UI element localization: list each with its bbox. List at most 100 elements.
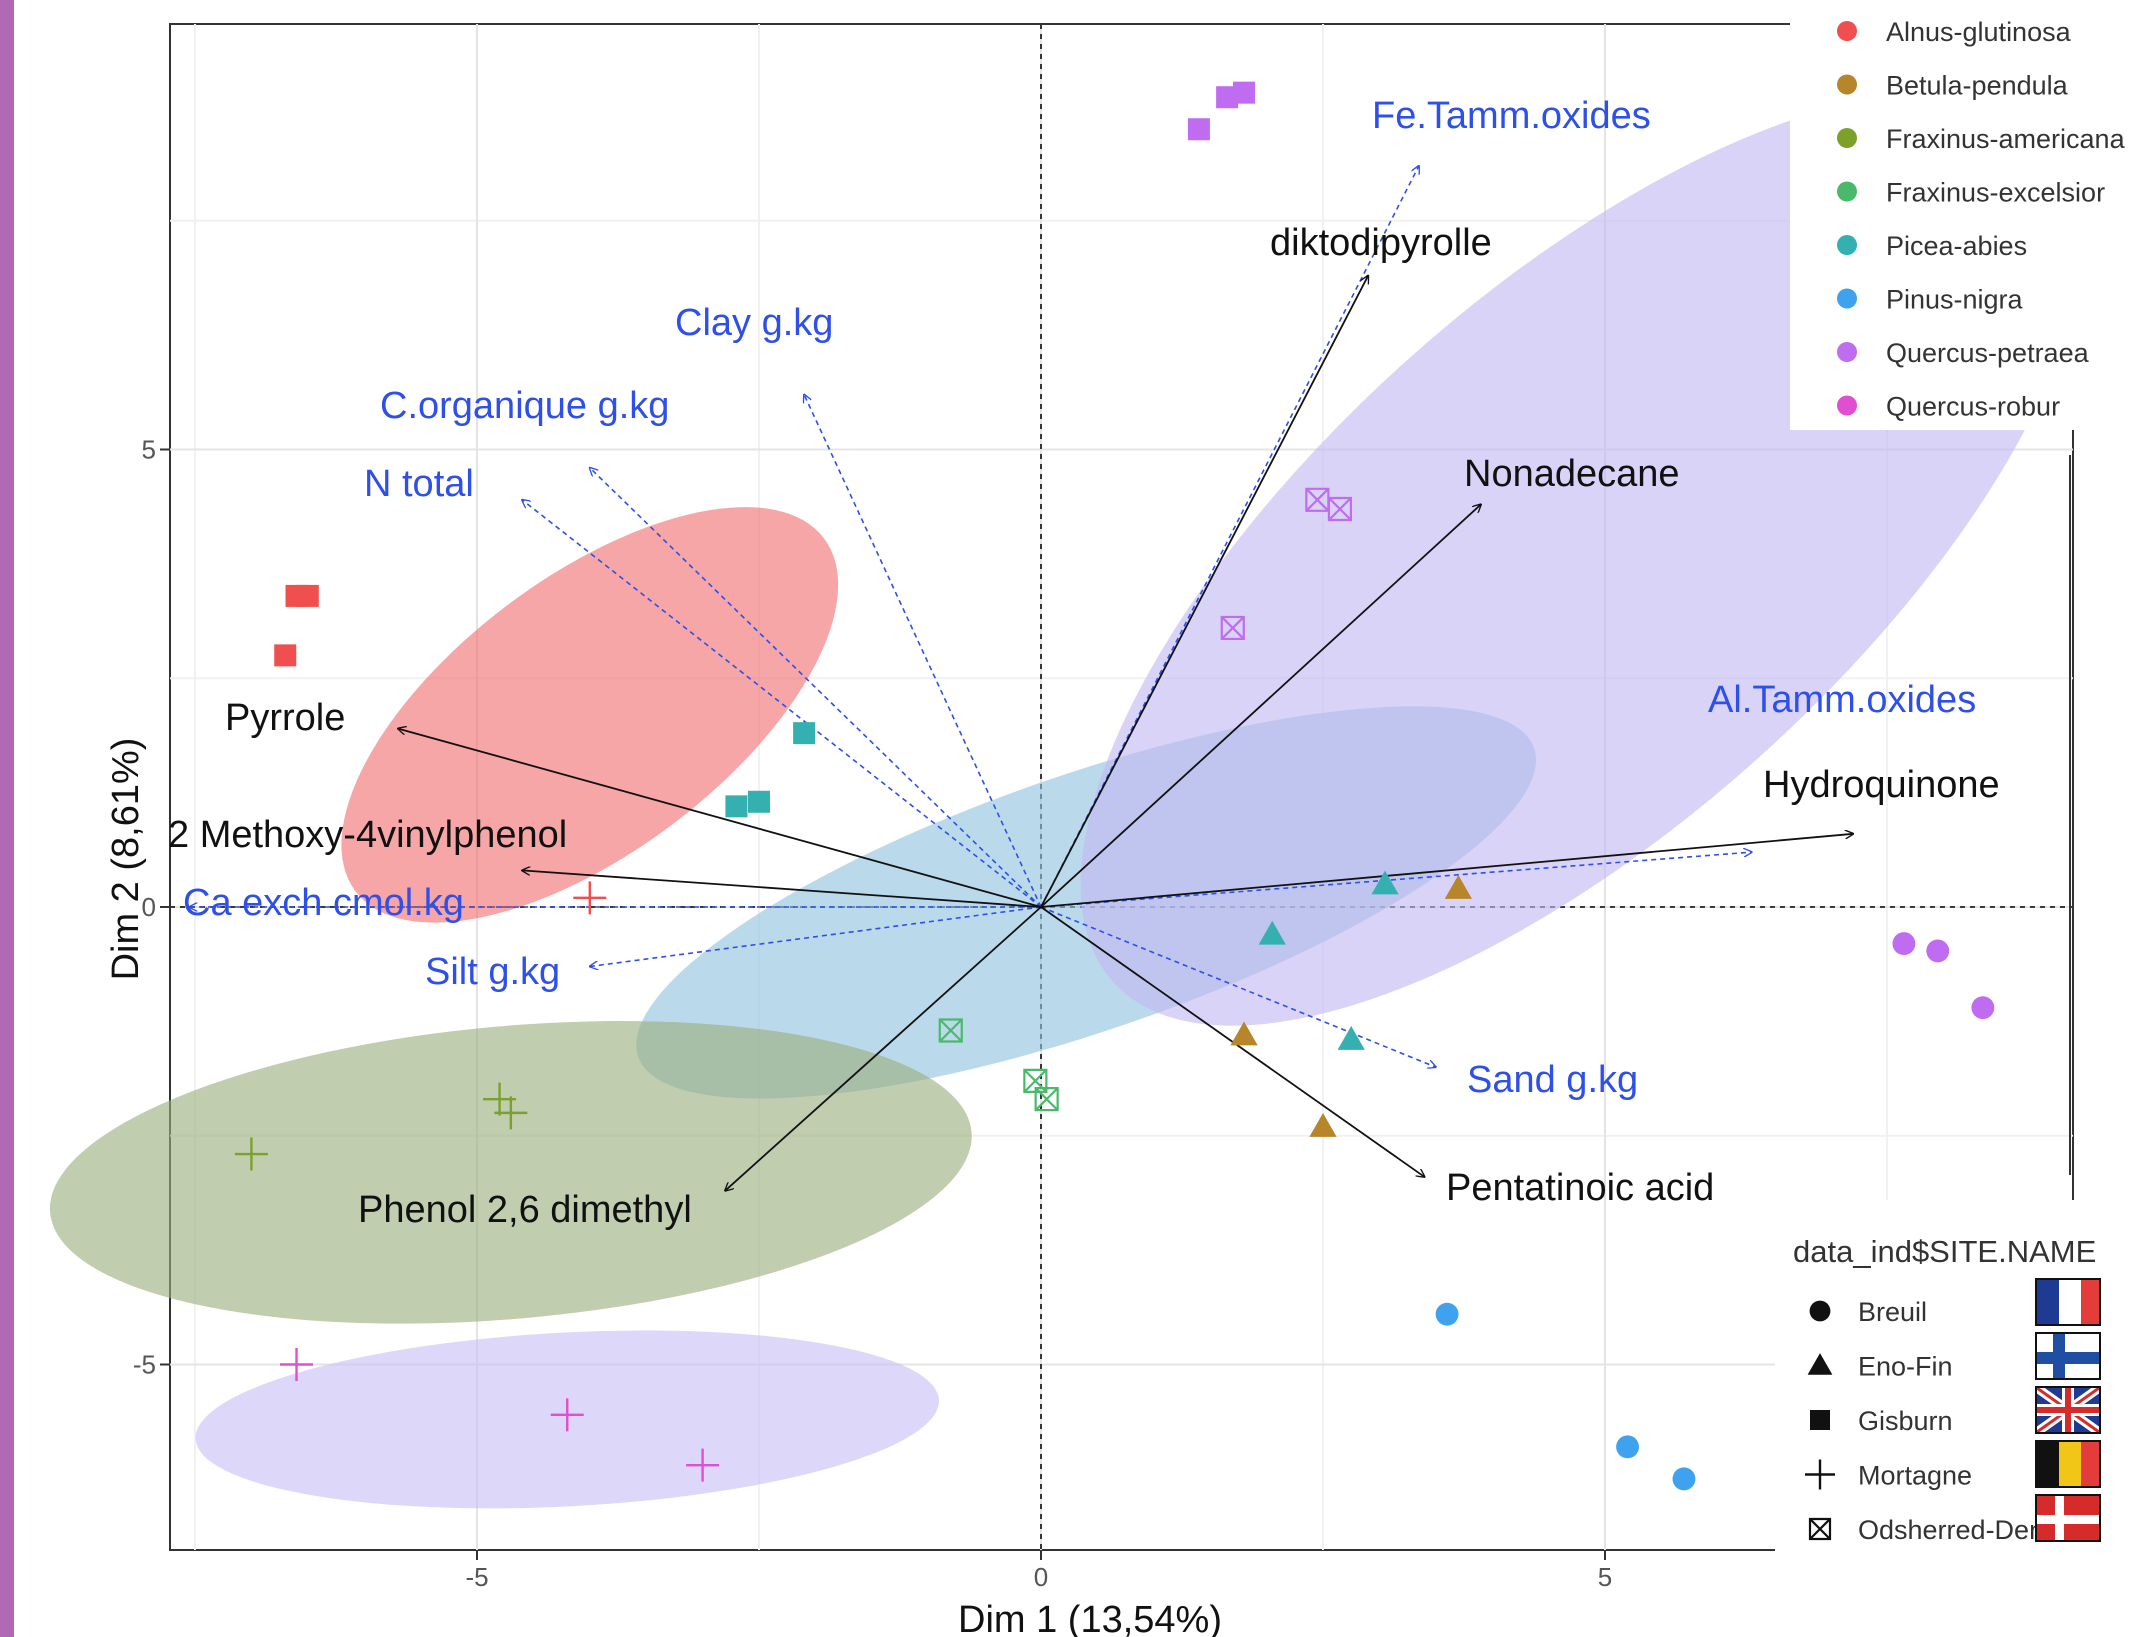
vector-label-phenol-2-6-dimethyl: Phenol 2,6 dimethyl <box>358 1189 692 1231</box>
vector-c-organique-g-kg <box>590 468 1042 908</box>
point-betula-pendula-eno-fin <box>1309 1112 1337 1137</box>
legend-key-quercus-robur <box>1837 395 1857 416</box>
flag-denmark-icon <box>2035 1494 2101 1542</box>
point-picea-abies-gisburn <box>748 790 770 813</box>
legend-label-breuil: Breuil <box>1858 1297 1927 1327</box>
vector-2-methoxy-4vinylphenol <box>522 870 1042 908</box>
vector-clay-g-kg <box>804 395 1042 908</box>
legend-label-pinus-nigra: Pinus-nigra <box>1886 285 2024 315</box>
point-picea-abies-gisburn <box>793 722 816 745</box>
legend-label-mortagne: Mortagne <box>1858 1461 1972 1491</box>
point-fraxinus-americana-mortagne <box>234 1137 268 1171</box>
point-alnus-glutinosa-gisburn <box>274 644 297 667</box>
vector-silt-g-kg <box>590 906 1042 966</box>
x-tick-label: 0 <box>1034 1562 1048 1592</box>
vector-label-ca-exch-cmol-kg: Ca exch cmol.kg <box>183 882 464 924</box>
vector-label-n-total: N total <box>364 463 474 505</box>
flag-united-kingdom-icon <box>2035 1386 2101 1434</box>
legend-label-fraxinus-americana: Fraxinus-americana <box>1886 124 2126 154</box>
slide-left-accent-bar <box>0 0 14 1637</box>
vector-nonadecane <box>1040 504 1481 908</box>
point-fraxinus-excelsior-odsherred-den <box>938 1018 963 1043</box>
point-picea-abies-gisburn <box>725 795 748 818</box>
point-pinus-nigra-breuil <box>1616 1435 1640 1459</box>
species-legend: Alnus-glutinosa Betula-pendula Fraxinus-am… <box>1837 17 2126 422</box>
vector-label-pentatinoic-acid: Pentatinoic acid <box>1446 1167 1714 1209</box>
point-alnus-glutinosa-mortagne <box>573 881 607 915</box>
vector-label-c-organique-g-kg: C.organique g.kg <box>380 385 669 427</box>
legend-label-quercus-robur: Quercus-robur <box>1886 392 2060 422</box>
legend-key-gisburn <box>1810 1410 1830 1430</box>
supplementary-vectors: Fe.Tamm.oxides Clay g.kgC.organique g.kg N… <box>183 95 1976 1101</box>
vector-label-diktodipyrolle: diktodipyrolle <box>1270 222 1492 264</box>
point-quercus-robur-mortagne <box>280 1348 314 1381</box>
legend-key-quercus-petraea <box>1837 342 1857 362</box>
legend-label-gisburn: Gisburn <box>1858 1406 1953 1436</box>
vector-label-nonadecane: Nonadecane <box>1464 453 1680 495</box>
vector-hydroquinone <box>1040 834 1853 908</box>
ellipse-4 <box>49 1021 972 1324</box>
legend-label-alnus-glutinosa: Alnus-glutinosa <box>1886 17 2072 47</box>
point-quercus-petraea-breuil <box>1971 996 1995 1020</box>
point-quercus-petraea-gisburn <box>1187 118 1210 141</box>
x-tick-label: 5 <box>1598 1562 1612 1592</box>
point-quercus-petraea-breuil <box>1892 932 1916 956</box>
flag-belgium-icon <box>2035 1440 2101 1488</box>
point-pinus-nigra-breuil <box>1672 1467 1696 1491</box>
legend-key-alnus-glutinosa <box>1837 21 1857 41</box>
point-betula-pendula-eno-fin <box>1230 1021 1258 1046</box>
flag-france-icon <box>2035 1278 2101 1326</box>
x-axis-label: Dim 1 (13,54%) <box>958 1599 1222 1637</box>
vector-label-clay-g-kg: Clay g.kg <box>675 302 833 344</box>
legend-key-picea-abies <box>1837 235 1857 255</box>
y-tick-label: 5 <box>142 435 156 465</box>
point-quercus-petraea-odsherred-den <box>1327 496 1353 522</box>
individual-points <box>234 81 1995 1491</box>
point-pinus-nigra-breuil <box>1435 1302 1459 1326</box>
ellipse-1 <box>341 507 839 923</box>
legend-label-fraxinus-excelsior: Fraxinus-excelsior <box>1886 178 2105 208</box>
vector-fe-tamm-oxides <box>1040 166 1419 908</box>
vector-label-al-tamm-oxides: Al.Tamm.oxides <box>1708 679 1976 721</box>
point-betula-pendula-eno-fin <box>1444 875 1472 899</box>
legend-key-eno-fin <box>1807 1353 1833 1375</box>
vector-label-hydroquinone: Hydroquinone <box>1763 764 2000 806</box>
point-picea-abies-eno-fin <box>1371 870 1399 895</box>
point-quercus-petraea-odsherred-den <box>1220 615 1245 641</box>
legend-key-breuil <box>1809 1300 1831 1322</box>
y-axis-label: Dim 2 (8,61%) <box>105 738 147 981</box>
legend-key-betula-pendula <box>1837 74 1857 95</box>
legend-key-pinus-nigra <box>1837 288 1857 309</box>
y-tick-label: -5 <box>133 1350 156 1380</box>
vector-n-total <box>522 500 1042 908</box>
vector-label-fe-tamm-oxides: Fe.Tamm.oxides <box>1372 95 1651 137</box>
point-quercus-robur-mortagne <box>550 1398 584 1432</box>
point-quercus-petraea-gisburn <box>1233 81 1256 104</box>
vector-diktodipyrolle <box>1040 276 1368 908</box>
legend-key-mortagne <box>1805 1459 1835 1490</box>
axis-ticks: -5 0 5 -5 0 5 <box>133 435 1612 1593</box>
point-alnus-glutinosa-gisburn <box>296 584 319 607</box>
legend-key-odsherred-den <box>1808 1517 1832 1541</box>
point-fraxinus-americana-mortagne <box>494 1096 528 1130</box>
vector-label-2-methoxy-4vinylphenol: 2 Methoxy-4vinylphenol <box>168 814 567 856</box>
vector-pyrrole <box>398 729 1042 908</box>
vector-phenol-2-6-dimethyl <box>725 906 1042 1191</box>
vector-label-sand-g-kg: Sand g.kg <box>1467 1059 1638 1101</box>
flag-finland-icon <box>2035 1332 2101 1380</box>
point-quercus-robur-mortagne <box>686 1448 720 1482</box>
x-tick-label: -5 <box>465 1562 488 1592</box>
legend-key-fraxinus-americana <box>1837 128 1857 148</box>
legend-label-betula-pendula: Betula-pendula <box>1886 71 2069 101</box>
y-tick-label: 0 <box>142 892 156 922</box>
vector-label-silt-g-kg: Silt g.kg <box>425 951 560 993</box>
point-picea-abies-eno-fin <box>1258 920 1286 945</box>
vector-al-tamm-oxides <box>1040 852 1752 908</box>
legend-label-picea-abies: Picea-abies <box>1886 231 2027 261</box>
point-quercus-petraea-breuil <box>1926 939 1950 963</box>
legend-key-fraxinus-excelsior <box>1837 181 1857 202</box>
active-vectors: diktodipyrolle Nonadecane Hydroquinone Pyrr… <box>168 222 2000 1231</box>
legend-label-quercus-petraea: Quercus-petraea <box>1886 338 2090 368</box>
site-legend-title: data_ind$SITE.NAME <box>1793 1234 2096 1269</box>
